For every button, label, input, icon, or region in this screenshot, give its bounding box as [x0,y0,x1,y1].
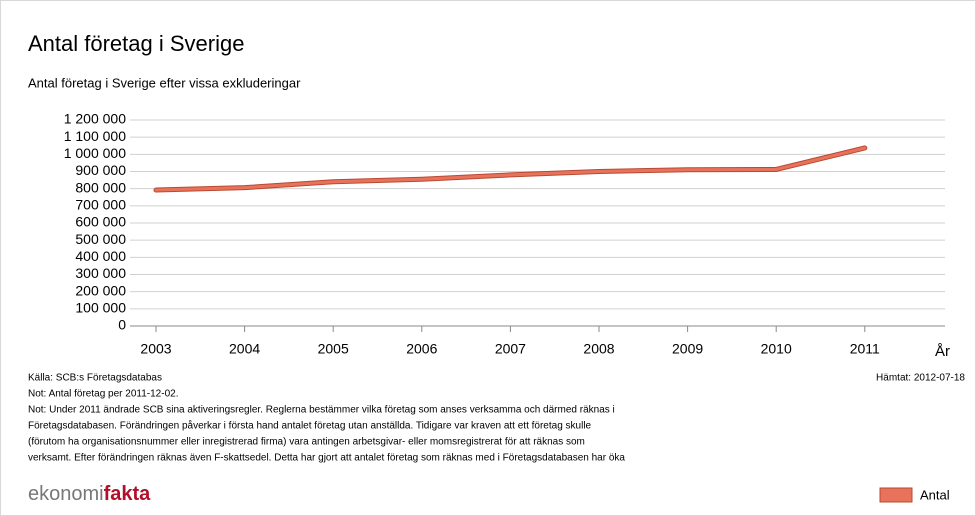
x-tick-label: 2003 [140,341,171,357]
logo-part: fakta [104,483,152,505]
y-tick-label: 700 000 [75,197,126,213]
x-tick-label: 2011 [850,341,880,357]
x-tick-label: 2010 [761,341,792,357]
note: Not: Under 2011 ändrade SCB sina aktiver… [28,405,615,416]
chart-title: Antal företag i Sverige [28,31,244,56]
fetched-date: Hämtat: 2012-07-18 [876,373,965,384]
y-tick-label: 1 000 000 [64,145,126,161]
note: verksamt. Efter förändringen räknas även… [28,453,625,464]
x-tick-label: 2006 [406,341,437,357]
x-tick-label: 2009 [672,341,703,357]
logo: ekonomifakta [28,483,151,505]
legend-label: Antal [920,487,950,502]
y-tick-label: 500 000 [75,231,126,247]
y-tick-label: 200 000 [75,282,126,298]
note: Företagsdatabasen. Förändringen påverkar… [28,420,592,432]
y-tick-label: 800 000 [75,179,126,195]
y-tick-label: 1 100 000 [64,128,126,144]
y-tick-label: 900 000 [75,162,126,178]
y-tick-label: 300 000 [75,265,126,281]
y-tick-label: 100 000 [75,300,126,316]
y-tick-label: 400 000 [75,248,126,264]
line [154,146,867,192]
note: (förutom ha organisationsnummer eller in… [28,437,585,448]
logo-part: ekonomi [28,483,104,505]
y-tick-label: 1 200 000 [64,111,126,127]
note: Not: Antal företag per 2011-12-02. [28,389,178,400]
x-axis-label: År [935,343,950,360]
x-tick-label: 2005 [318,341,349,357]
x-tick-label: 2004 [229,341,260,357]
y-tick-label: 0 [118,317,126,333]
x-tick-label: 2008 [583,341,614,357]
chart-subtitle: Antal företag i Sverige efter vissa exkl… [28,75,301,90]
x-tick-label: 2007 [495,341,526,357]
source: Källa: SCB:s Företagsdatabas [28,373,162,384]
y-tick-label: 600 000 [75,214,126,230]
legend-swatch [879,487,913,503]
